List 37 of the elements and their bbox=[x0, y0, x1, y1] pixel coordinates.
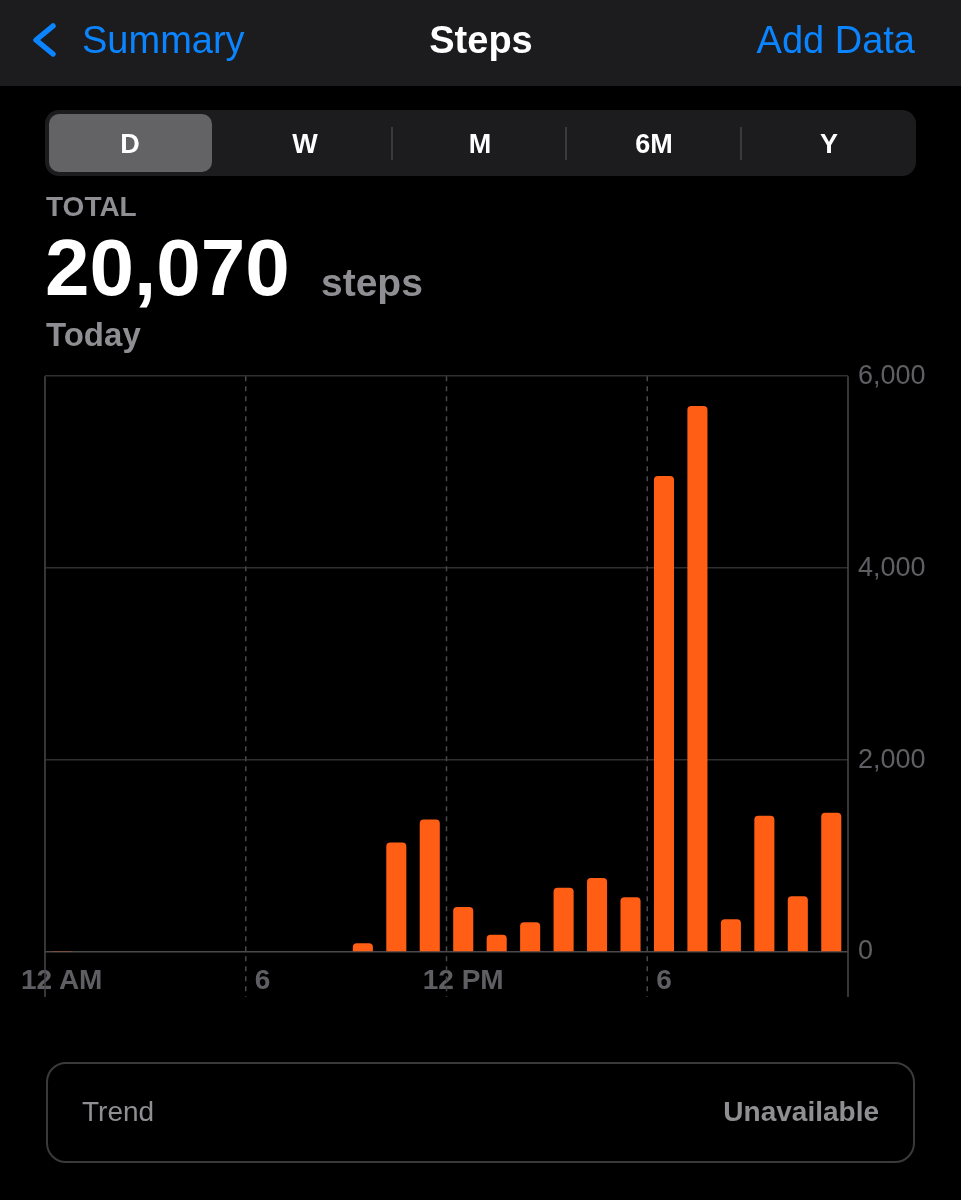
bar bbox=[386, 842, 407, 952]
bar bbox=[520, 922, 541, 952]
bar bbox=[486, 934, 507, 952]
text: D bbox=[120, 128, 140, 159]
x-tick-label: 6 bbox=[656, 963, 672, 995]
bar bbox=[687, 405, 708, 952]
text: 20,070 bbox=[45, 223, 290, 312]
text: Summary bbox=[82, 19, 245, 61]
y-tick-label: 2,000 bbox=[858, 743, 926, 774]
text: Trend bbox=[82, 1096, 155, 1127]
x-tick-label: 12 AM bbox=[21, 963, 103, 995]
text: W bbox=[292, 128, 318, 159]
bar bbox=[553, 887, 574, 952]
x-tick-label: 6 bbox=[254, 963, 271, 995]
text: steps bbox=[321, 260, 423, 304]
bar bbox=[720, 919, 741, 952]
text: Today bbox=[46, 315, 141, 353]
bar bbox=[754, 815, 775, 952]
x-tick-label: 12 PM bbox=[422, 963, 504, 995]
text: Add Data bbox=[756, 19, 915, 61]
y-tick-label: 0 bbox=[858, 935, 874, 966]
y-tick-label: 4,000 bbox=[858, 551, 926, 582]
bar bbox=[453, 906, 474, 952]
bar bbox=[653, 476, 675, 952]
chart-title: Steps bbox=[429, 19, 533, 61]
y-tick-label: 6,000 bbox=[858, 359, 926, 390]
text: TOTAL bbox=[46, 191, 137, 222]
text: 6M bbox=[635, 128, 673, 159]
text: M bbox=[468, 128, 492, 159]
bar bbox=[787, 896, 808, 952]
bar bbox=[419, 819, 440, 952]
text: Unavailable bbox=[723, 1096, 879, 1127]
text: Y bbox=[819, 128, 839, 159]
bar bbox=[352, 943, 373, 952]
bar bbox=[587, 878, 608, 952]
bar bbox=[620, 897, 641, 952]
bar bbox=[821, 812, 842, 952]
